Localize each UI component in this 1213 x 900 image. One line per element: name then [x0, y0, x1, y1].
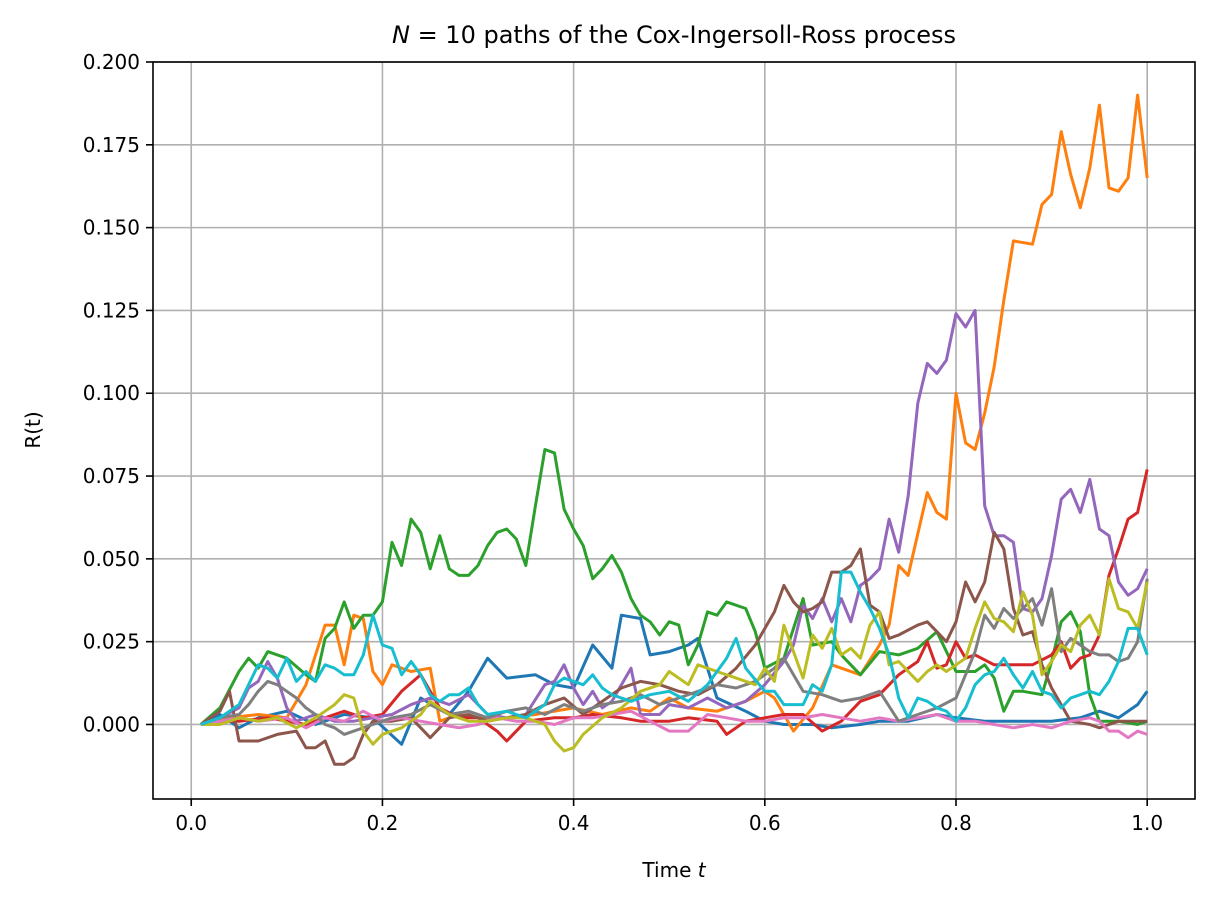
y-tick-label: 0.175 [83, 133, 140, 157]
y-tick-label: 0.150 [83, 216, 140, 240]
series-lines [199, 93, 1149, 766]
series-line-1 [200, 613, 1149, 746]
x-axis-title: Time t [641, 858, 706, 882]
x-axis-title-text: Time [641, 858, 697, 882]
chart-title-text: = 10 paths of the Cox-Ingersoll-Ross pro… [410, 21, 956, 49]
y-tick-label: 0.075 [83, 464, 140, 488]
axes-frame [152, 61, 1196, 800]
y-axis-title: R(t) [21, 411, 45, 448]
y-tick-label: 0.025 [83, 630, 140, 654]
series-line-8 [200, 578, 1149, 736]
x-axis-title-variable: t [698, 858, 707, 882]
x-tick-label: 0.4 [558, 811, 590, 835]
y-tick-label: 0.050 [83, 547, 140, 571]
y-tick-label: 0.125 [83, 298, 140, 322]
chart-title-variable: N [392, 21, 410, 49]
y-tick-label: 0.200 [83, 50, 140, 74]
series-line-3 [199, 448, 1148, 726]
series-line-7 [200, 709, 1148, 740]
series-line-5 [200, 308, 1149, 726]
x-tick-label: 1.0 [1131, 811, 1163, 835]
x-tick-label: 0.0 [175, 811, 207, 835]
y-tick-label: 0.100 [83, 381, 140, 405]
x-tick-label: 0.6 [749, 811, 781, 835]
y-tick-label: 0.000 [83, 712, 140, 736]
series-line-9 [200, 577, 1149, 753]
x-tick-label: 0.2 [367, 811, 399, 835]
series-line-4 [200, 469, 1149, 743]
series-line-6 [199, 530, 1148, 766]
ticks: 0.0 0.2 0.4 0.6 0.8 1.0 0.000 0.025 0.050 0.075 0.… [83, 50, 1163, 835]
series-line-10 [200, 570, 1149, 726]
chart-title: N = 10 paths of the Cox-Ingersoll-Ross p… [392, 21, 956, 49]
x-tick-label: 0.8 [940, 811, 972, 835]
